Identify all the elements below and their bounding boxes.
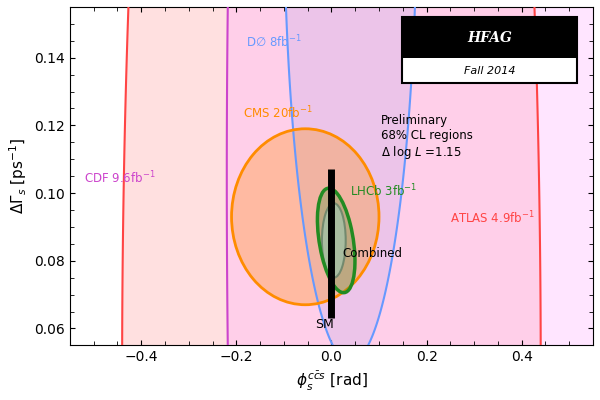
Text: LHCb 3fb$^{-1}$: LHCb 3fb$^{-1}$: [350, 183, 417, 200]
Text: Combined: Combined: [342, 247, 402, 260]
Text: CDF 9.6fb$^{-1}$: CDF 9.6fb$^{-1}$: [84, 169, 155, 186]
Polygon shape: [122, 0, 541, 400]
Polygon shape: [284, 0, 417, 362]
Text: CMS 20fb$^{-1}$: CMS 20fb$^{-1}$: [244, 105, 313, 122]
Text: SM: SM: [315, 318, 334, 332]
X-axis label: $\phi_s^{c\bar{c}s}$ [rad]: $\phi_s^{c\bar{c}s}$ [rad]: [296, 370, 367, 393]
Bar: [402, 17, 577, 58]
Text: ATLAS 4.9fb$^{-1}$: ATLAS 4.9fb$^{-1}$: [451, 210, 535, 226]
Text: Preliminary
68% CL regions
$\Delta$ log $L$ =1.15: Preliminary 68% CL regions $\Delta$ log …: [381, 114, 473, 161]
Text: HFAG: HFAG: [467, 30, 512, 44]
Y-axis label: $\Delta\Gamma_s$ [ps$^{-1}$]: $\Delta\Gamma_s$ [ps$^{-1}$]: [7, 138, 29, 214]
Bar: [402, 17, 577, 83]
Text: D$\emptyset$ 8fb$^{-1}$: D$\emptyset$ 8fb$^{-1}$: [246, 34, 301, 50]
Ellipse shape: [232, 129, 379, 305]
Text: Fall 2014: Fall 2014: [464, 66, 515, 76]
Polygon shape: [227, 0, 600, 400]
Ellipse shape: [317, 188, 355, 293]
Bar: [402, 58, 577, 83]
Ellipse shape: [322, 203, 346, 278]
